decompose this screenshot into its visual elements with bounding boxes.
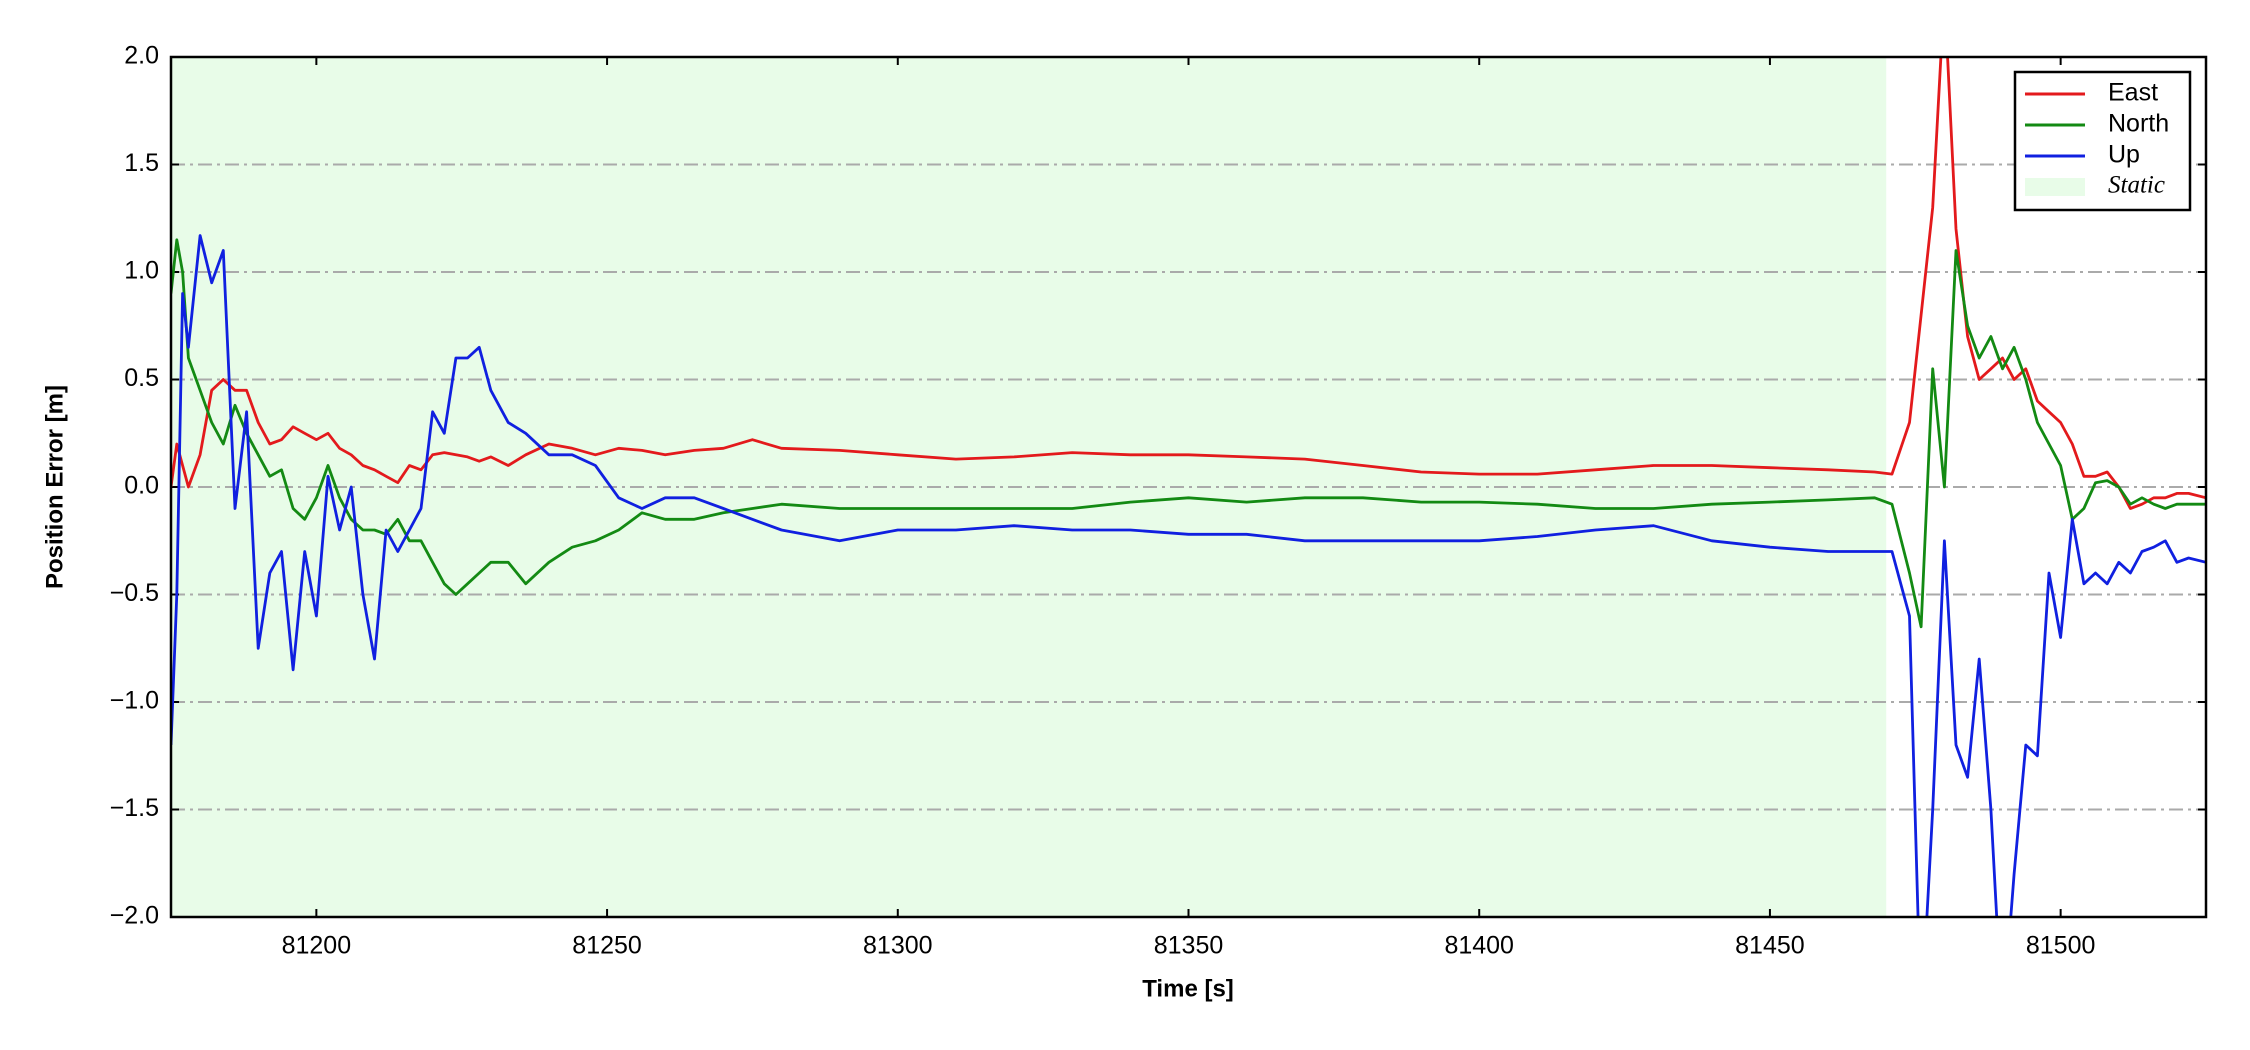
x-tick-label: 81450 [1735,932,1805,960]
y-tick-label: −1.5 [110,794,159,822]
x-tick-label: 81300 [863,932,933,960]
series-line [171,57,2206,510]
y-tick-label: 1.5 [124,149,159,177]
y-tick-label: −2.0 [110,902,159,930]
x-axis-label: Time [s] [1142,975,1234,1002]
legend-label: Up [2108,141,2140,169]
x-tick-label: 81350 [1154,932,1224,960]
plot-lines [171,57,2206,917]
y-tick-label: 0.5 [124,364,159,392]
series-line [171,234,2206,917]
legend-label: East [2108,79,2158,107]
legend-label: Static [2108,172,2165,199]
x-tick-label: 81250 [572,932,642,960]
x-tick-label: 81200 [282,932,352,960]
y-tick-label: −0.5 [110,579,159,607]
y-tick-label: 0.0 [124,472,159,500]
legend-label: North [2108,110,2169,138]
y-tick-label: 2.0 [124,42,159,70]
series-line [171,238,2206,629]
x-tick-label: 81500 [2026,932,2096,960]
y-axis-label: Position Error [m] [41,385,68,589]
legend-swatch [2025,178,2085,196]
plot-frame [169,55,2208,919]
y-tick-label: −1.0 [110,687,159,715]
x-tick-label: 81400 [1444,932,1514,960]
y-tick-label: 1.0 [124,257,159,285]
